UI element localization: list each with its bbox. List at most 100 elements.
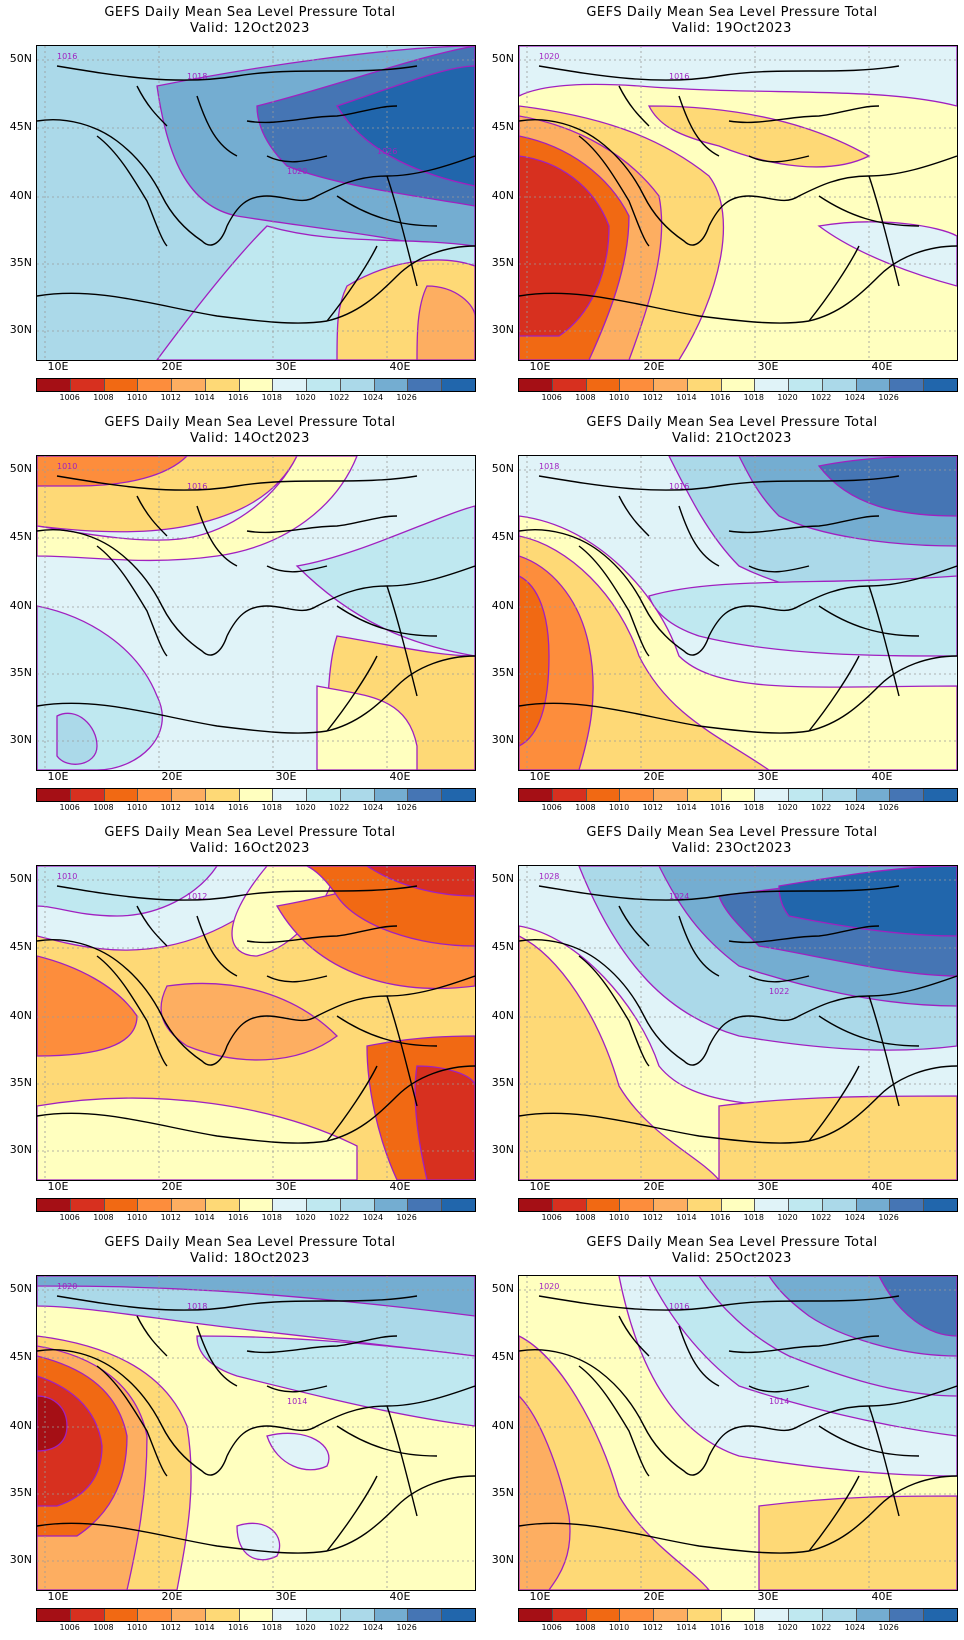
colorbar <box>518 1608 958 1622</box>
colorbar-label: 1024 <box>844 803 866 812</box>
colorbar <box>36 1198 476 1212</box>
colorbar-label: 1008 <box>575 803 596 812</box>
colorbar-label: 1020 <box>777 393 798 402</box>
lat-tick-label: 40N <box>491 1419 514 1432</box>
map-panel: GEFS Daily Mean Sea Level Pressure Total… <box>0 410 482 820</box>
lon-tick-label: 30E <box>757 770 779 783</box>
lat-tick-label: 45N <box>9 120 32 133</box>
svg-text:1018: 1018 <box>187 72 207 81</box>
colorbar-swatch <box>340 1609 375 1621</box>
colorbar-label: 1024 <box>844 393 866 402</box>
lon-tick-label: 30E <box>757 1590 779 1603</box>
map-panel: GEFS Daily Mean Sea Level Pressure Total… <box>482 1230 964 1640</box>
colorbar-label: 1020 <box>777 1623 798 1632</box>
colorbar-label: 1024 <box>362 1623 384 1632</box>
lat-tick-label: 35N <box>491 666 514 679</box>
colorbar-swatch <box>442 789 475 801</box>
colorbar-swatch <box>721 1609 756 1621</box>
lon-tick-label: 30E <box>275 770 297 783</box>
pressure-map: 1028 1024 1022 <box>518 865 958 1181</box>
colorbar-swatch <box>70 789 105 801</box>
lat-tick-label: 35N <box>9 1076 32 1089</box>
colorbar-swatch <box>307 379 341 391</box>
colorbar-label: 1012 <box>642 803 663 812</box>
colorbar-label: 1014 <box>676 1213 697 1222</box>
lat-tick-label: 30N <box>9 1553 32 1566</box>
colorbar-swatch <box>552 379 587 391</box>
lon-tick-label: 20E <box>643 1590 665 1603</box>
panel-valid-date: Valid: 12Oct2023 <box>190 21 310 36</box>
colorbar <box>518 1198 958 1212</box>
lat-tick-label: 35N <box>9 666 32 679</box>
svg-text:1016: 1016 <box>57 52 77 61</box>
lat-tick-label: 30N <box>491 323 514 336</box>
lon-tick-label: 10E <box>47 770 69 783</box>
colorbar-swatch <box>924 379 957 391</box>
colorbar-label: 1018 <box>261 803 283 812</box>
colorbar-label: 1014 <box>194 803 215 812</box>
colorbar-label: 1010 <box>126 1623 148 1632</box>
panel-valid-date: Valid: 14Oct2023 <box>190 431 310 446</box>
colorbar-swatch <box>138 789 173 801</box>
colorbar-swatch <box>374 1199 409 1211</box>
colorbar-swatch <box>654 379 688 391</box>
colorbar-label: 1012 <box>160 803 181 812</box>
lat-tick-label: 45N <box>491 1350 514 1363</box>
colorbar-swatch <box>37 379 71 391</box>
colorbar-swatch <box>442 1199 475 1211</box>
lat-tick-label: 30N <box>491 733 514 746</box>
panel-valid-date: Valid: 21Oct2023 <box>672 431 792 446</box>
colorbar-swatch <box>822 1199 857 1211</box>
svg-text:1026: 1026 <box>377 147 397 156</box>
colorbar-swatch <box>70 1609 105 1621</box>
lon-tick-label: 40E <box>871 1590 893 1603</box>
colorbar-label: 1024 <box>362 393 384 402</box>
colorbar-swatch <box>408 789 443 801</box>
colorbar-label: 1008 <box>575 1623 596 1632</box>
colorbar-swatch <box>654 1609 688 1621</box>
colorbar-swatch <box>70 379 105 391</box>
lat-tick-label: 50N <box>491 52 514 65</box>
colorbar-swatch <box>273 1609 308 1621</box>
colorbar-label: 1016 <box>227 1213 249 1222</box>
colorbar-label: 1006 <box>541 393 562 402</box>
svg-text:1016: 1016 <box>669 1302 689 1311</box>
colorbar-swatch <box>789 379 823 391</box>
panel-title: GEFS Daily Mean Sea Level Pressure Total <box>586 5 878 20</box>
colorbar-label: 1010 <box>126 393 148 402</box>
colorbar-swatch <box>138 379 173 391</box>
colorbar-swatch <box>687 1199 722 1211</box>
lon-tick-label: 20E <box>161 1590 183 1603</box>
lat-tick-label: 30N <box>9 1143 32 1156</box>
colorbar-swatch <box>654 789 688 801</box>
colorbar-label: 1010 <box>608 1213 630 1222</box>
colorbar-label: 1010 <box>608 1623 630 1632</box>
colorbar-swatch <box>924 1609 957 1621</box>
svg-text:1010: 1010 <box>57 462 77 471</box>
colorbar-swatch <box>856 379 891 391</box>
colorbar-label: 1016 <box>709 1213 731 1222</box>
colorbar-label: 1014 <box>676 803 697 812</box>
colorbar-label: 1026 <box>396 393 417 402</box>
colorbar-label: 1010 <box>126 1213 148 1222</box>
colorbar-swatch <box>789 1609 823 1621</box>
colorbar-swatch <box>721 789 756 801</box>
colorbar-label: 1006 <box>541 1213 562 1222</box>
colorbar-swatch <box>856 1609 891 1621</box>
svg-text:1014: 1014 <box>769 1397 789 1406</box>
colorbar <box>36 788 476 802</box>
colorbar-swatch <box>856 1199 891 1211</box>
colorbar-swatch <box>789 789 823 801</box>
lat-tick-label: 40N <box>9 1419 32 1432</box>
colorbar-swatch <box>721 379 756 391</box>
colorbar-label: 1022 <box>329 1623 350 1632</box>
colorbar-swatch <box>442 379 475 391</box>
colorbar-swatch <box>104 379 139 391</box>
lon-tick-label: 40E <box>389 1590 411 1603</box>
colorbar-swatch <box>519 379 553 391</box>
colorbar-swatch <box>755 379 790 391</box>
colorbar-swatch <box>205 379 240 391</box>
svg-text:1016: 1016 <box>669 72 689 81</box>
lon-tick-label: 10E <box>529 360 551 373</box>
colorbar-label: 1014 <box>676 1623 697 1632</box>
